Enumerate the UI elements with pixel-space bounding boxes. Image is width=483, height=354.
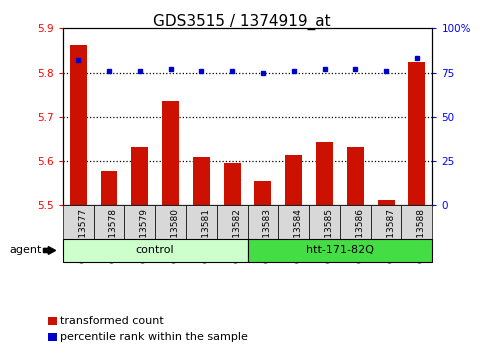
- Bar: [409, 62, 426, 205]
- Text: GSM313580: GSM313580: [170, 208, 180, 263]
- Text: GDS3515 / 1374919_at: GDS3515 / 1374919_at: [153, 14, 330, 30]
- Bar: [255, 181, 271, 205]
- Text: GSM313583: GSM313583: [263, 208, 272, 263]
- Text: GSM313585: GSM313585: [325, 208, 334, 263]
- Bar: [285, 155, 302, 205]
- Text: GSM313577: GSM313577: [78, 208, 87, 263]
- Bar: [401, 205, 432, 239]
- Text: GSM313579: GSM313579: [140, 208, 149, 263]
- Text: htt-171-82Q: htt-171-82Q: [306, 245, 374, 256]
- Bar: [217, 205, 247, 239]
- Text: transformed count: transformed count: [60, 316, 164, 326]
- Bar: [224, 163, 241, 205]
- Text: GSM313588: GSM313588: [417, 208, 426, 263]
- Bar: [193, 156, 210, 205]
- Bar: [371, 205, 401, 239]
- Bar: [378, 200, 395, 205]
- Text: GSM313587: GSM313587: [386, 208, 395, 263]
- Text: agent: agent: [10, 245, 42, 256]
- Bar: [347, 147, 364, 205]
- Bar: [131, 147, 148, 205]
- Bar: [186, 205, 217, 239]
- Bar: [63, 205, 94, 239]
- Bar: [70, 45, 86, 205]
- Bar: [316, 142, 333, 205]
- Bar: [247, 239, 432, 262]
- Bar: [247, 205, 278, 239]
- Text: GSM313578: GSM313578: [109, 208, 118, 263]
- Text: percentile rank within the sample: percentile rank within the sample: [60, 332, 248, 342]
- Text: GSM313582: GSM313582: [232, 208, 241, 263]
- Bar: [94, 205, 125, 239]
- Bar: [125, 205, 155, 239]
- Text: GSM313581: GSM313581: [201, 208, 211, 263]
- Bar: [155, 205, 186, 239]
- Text: GSM313586: GSM313586: [355, 208, 364, 263]
- Bar: [100, 171, 117, 205]
- Bar: [63, 239, 248, 262]
- Bar: [340, 205, 371, 239]
- Text: GSM313584: GSM313584: [294, 208, 303, 263]
- Bar: [278, 205, 309, 239]
- Bar: [309, 205, 340, 239]
- Text: control: control: [136, 245, 174, 256]
- Bar: [162, 101, 179, 205]
